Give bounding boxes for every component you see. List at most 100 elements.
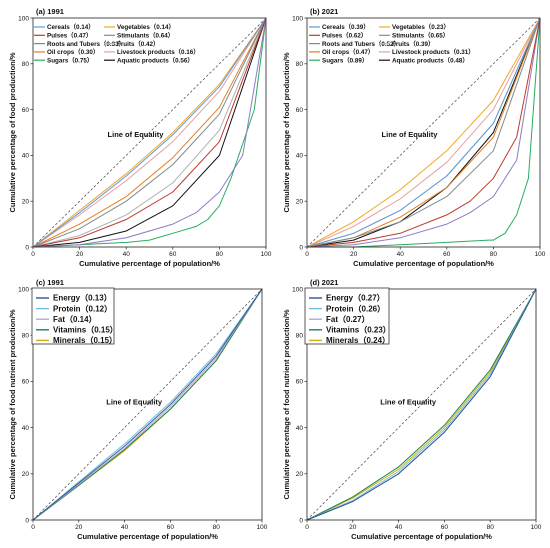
series-line-fat — [32, 288, 263, 521]
legend-label: Livestock products（0.31） — [392, 48, 475, 56]
y-axis-label: Cumulative percentage of food nutrient p… — [282, 309, 291, 499]
series-line-vegetables — [306, 17, 541, 248]
y-tick-label: 80 — [296, 333, 304, 340]
legend-label: Stimulants（0.65） — [392, 32, 449, 40]
legend-label: Oil crops（0.30） — [47, 48, 99, 56]
x-tick-label: 80 — [213, 524, 221, 531]
y-axis-label: Cumulative percentage of food production… — [282, 52, 291, 212]
series-group — [306, 288, 537, 521]
series-line-fruits — [32, 17, 267, 248]
x-tick-label: 40 — [123, 251, 131, 258]
legend: Energy（0.27）Protein（0.26）Fat（0.27）Vitami… — [304, 287, 391, 345]
legend-label: Vitamins（0.15） — [53, 325, 118, 335]
series-line-vitamins — [306, 288, 537, 521]
x-tick-label: 100 — [257, 524, 268, 531]
y-tick-label: 80 — [296, 61, 304, 68]
plot-frame — [32, 17, 267, 248]
legend-label: Sugars（0.75） — [47, 56, 93, 64]
legend: Energy（0.13）Protein（0.12）Fat（0.14）Vitami… — [31, 287, 118, 345]
series-line-protein — [32, 288, 263, 521]
series-line-protein — [306, 288, 537, 521]
x-tick-label: 80 — [487, 524, 495, 531]
legend-label: Protein（0.26） — [326, 303, 385, 313]
x-axis-label: Cumulative percentage of population/% — [353, 259, 494, 268]
x-tick-label: 0 — [305, 251, 309, 258]
series-line-aquatic-products — [32, 17, 267, 248]
legend-label: Protein（0.12） — [53, 303, 112, 313]
panel-label: (c) 1991 — [36, 278, 64, 287]
series-line-sugars — [32, 17, 267, 248]
series-line-pulses — [32, 17, 267, 248]
legend-label: Minerals（0.15） — [53, 335, 117, 345]
x-tick-label: 80 — [490, 251, 498, 258]
series-line-sugars — [307, 17, 541, 248]
series-line-oil-crops — [32, 17, 267, 248]
y-tick-label: 0 — [25, 244, 29, 251]
equality-line — [32, 288, 263, 521]
panel-3: 0 20 40 60 80 100 0 20 40 60 80 100 Cumulative perce… — [8, 278, 268, 541]
y-tick-label: 0 — [25, 517, 29, 524]
series-line-stimulants — [32, 17, 267, 248]
legend-label: Minerals（0.24） — [326, 335, 390, 345]
x-tick-label: 20 — [350, 251, 358, 258]
legend-label: Oil crops（0.47） — [322, 48, 374, 56]
legend-label: Aquatic products（0.48） — [392, 56, 469, 64]
x-tick-label: 60 — [169, 251, 177, 258]
x-tick-label: 60 — [167, 524, 175, 531]
legend: Cereals（0.14） Vegetables（0.14） Pulses（0.47… — [34, 23, 200, 64]
panel-4: 0 20 40 60 80 100 0 20 40 60 80 100 Cumulative perce… — [282, 278, 542, 541]
series-line-aquatic-products — [306, 17, 541, 248]
x-tick-label: 0 — [305, 524, 309, 531]
series-line-energy — [306, 288, 537, 521]
x-tick-label: 100 — [531, 524, 542, 531]
legend-label: Roots and Tubers（0.33） — [47, 40, 125, 48]
legend-label: Energy（0.27） — [326, 293, 385, 303]
panel-label: (a) 1991 — [36, 7, 64, 16]
y-tick-label: 60 — [296, 107, 304, 114]
y-tick-label: 20 — [22, 471, 30, 478]
y-tick-label: 20 — [296, 471, 304, 478]
series-group — [32, 288, 263, 521]
legend-label: Pulses（0.62） — [322, 32, 367, 40]
plot-frame — [306, 288, 537, 521]
equality-line — [32, 17, 267, 248]
x-axis-label: Cumulative percentage of population/% — [77, 532, 218, 541]
y-tick-label: 60 — [22, 379, 30, 386]
legend-label: Fruits（0.42） — [117, 40, 159, 48]
panel-label: (d) 2021 — [310, 278, 338, 287]
series-group — [32, 17, 267, 248]
x-tick-label: 100 — [535, 251, 546, 258]
series-line-roots-and-tubers — [32, 17, 267, 248]
y-tick-label: 20 — [22, 199, 30, 206]
x-tick-label: 60 — [443, 251, 451, 258]
x-axis-label: Cumulative percentage of population/% — [351, 532, 492, 541]
legend-label: Fat（0.14） — [53, 314, 97, 324]
legend-label: Aquatic products（0.56） — [117, 56, 194, 64]
series-line-vegetables — [32, 17, 267, 248]
y-tick-label: 60 — [22, 107, 30, 114]
x-tick-label: 20 — [75, 524, 83, 531]
legend-label: Energy（0.13） — [53, 293, 112, 303]
legend-label: Cereals（0.39） — [322, 23, 370, 31]
legend-label: Sugars（0.89） — [322, 56, 368, 64]
series-group — [306, 17, 541, 248]
series-line-pulses — [306, 17, 541, 248]
line-of-equality-label: Line of Equality — [108, 130, 165, 139]
series-line-stimulants — [306, 17, 541, 248]
series-line-livestock-products — [32, 17, 267, 248]
y-tick-label: 80 — [22, 333, 30, 340]
line-of-equality-label: Line of Equality — [106, 398, 163, 407]
legend-label: Fruits（0.39） — [392, 40, 434, 48]
y-tick-label: 100 — [292, 15, 303, 22]
y-tick-label: 20 — [296, 199, 304, 206]
y-tick-label: 100 — [18, 15, 29, 22]
plot-frame — [306, 17, 541, 248]
panel-2: 0 20 40 60 80 100 0 20 40 60 80 100 Cumulative perce… — [282, 7, 546, 268]
x-tick-label: 40 — [121, 524, 129, 531]
x-tick-label: 0 — [31, 524, 35, 531]
series-line-minerals — [306, 288, 537, 521]
plot-frame — [32, 288, 263, 521]
x-tick-label: 40 — [397, 251, 405, 258]
y-tick-label: 0 — [299, 244, 303, 251]
series-line-livestock-products — [306, 17, 541, 248]
